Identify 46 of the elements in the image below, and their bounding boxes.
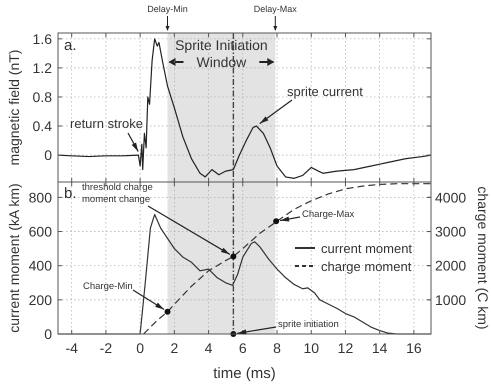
x-tick-label: -4	[65, 340, 78, 356]
x-tick-label: 14	[372, 340, 388, 356]
y-tick-label: 0	[44, 326, 52, 342]
y-tick-label: 800	[28, 189, 52, 206]
x-tick-label: 4	[204, 340, 213, 356]
annotation: b.	[64, 185, 77, 202]
band-label: Sprite Initiation Window	[175, 37, 268, 70]
annotation: Delay-Max	[254, 4, 298, 14]
x-tick-label: 10	[303, 340, 320, 356]
x-tick-label: 16	[406, 340, 422, 356]
y-axis-title: current moment (kA km)	[6, 183, 22, 333]
y-tick-label: 600	[28, 224, 52, 240]
annotation: Delay-Min	[147, 4, 188, 14]
y-tick-label: 0.8	[32, 88, 52, 105]
y-tick-label: 0.4	[32, 118, 52, 134]
x-tick-label: 12	[338, 340, 354, 356]
annotation: a.	[64, 37, 77, 54]
annotation: threshold charge moment change	[82, 182, 153, 205]
point	[164, 308, 171, 315]
legend-label: charge moment	[321, 259, 412, 274]
y2-tick-label: 1000	[435, 292, 466, 308]
legend-label: current moment	[321, 241, 412, 256]
y-tick-label: 0	[44, 147, 52, 164]
annotation: sprite current	[287, 84, 364, 99]
x-tick-label: 0	[136, 340, 144, 356]
x-tick-label: 2	[170, 340, 178, 356]
y2-tick-label: 2000	[435, 258, 466, 274]
annotation: Charge-Max	[302, 209, 355, 220]
y2-axis-title: charge moment (C km)	[475, 186, 491, 330]
y2-tick-label: 4000	[435, 189, 466, 206]
annotation: return stroke	[70, 116, 143, 131]
y-tick-label: 1.6	[32, 30, 52, 47]
x-tick-label: -2	[100, 340, 112, 356]
point	[273, 218, 280, 224]
y-axis-title: magnetic field (nT)	[6, 50, 22, 166]
y-tick-label: 1.2	[32, 60, 52, 76]
y-tick-label: 400	[28, 258, 52, 274]
point	[230, 253, 236, 260]
y2-tick-label: 3000	[435, 224, 466, 240]
x-tick-label: 8	[273, 340, 282, 356]
x-tick-label: 6	[238, 340, 247, 356]
y-tick-label: 200	[28, 292, 52, 308]
x-axis-title: time (ms)	[213, 365, 276, 382]
annotation: Charge-Min	[83, 281, 133, 292]
line-series	[57, 38, 432, 179]
annotation: sprite initiation	[278, 319, 339, 330]
